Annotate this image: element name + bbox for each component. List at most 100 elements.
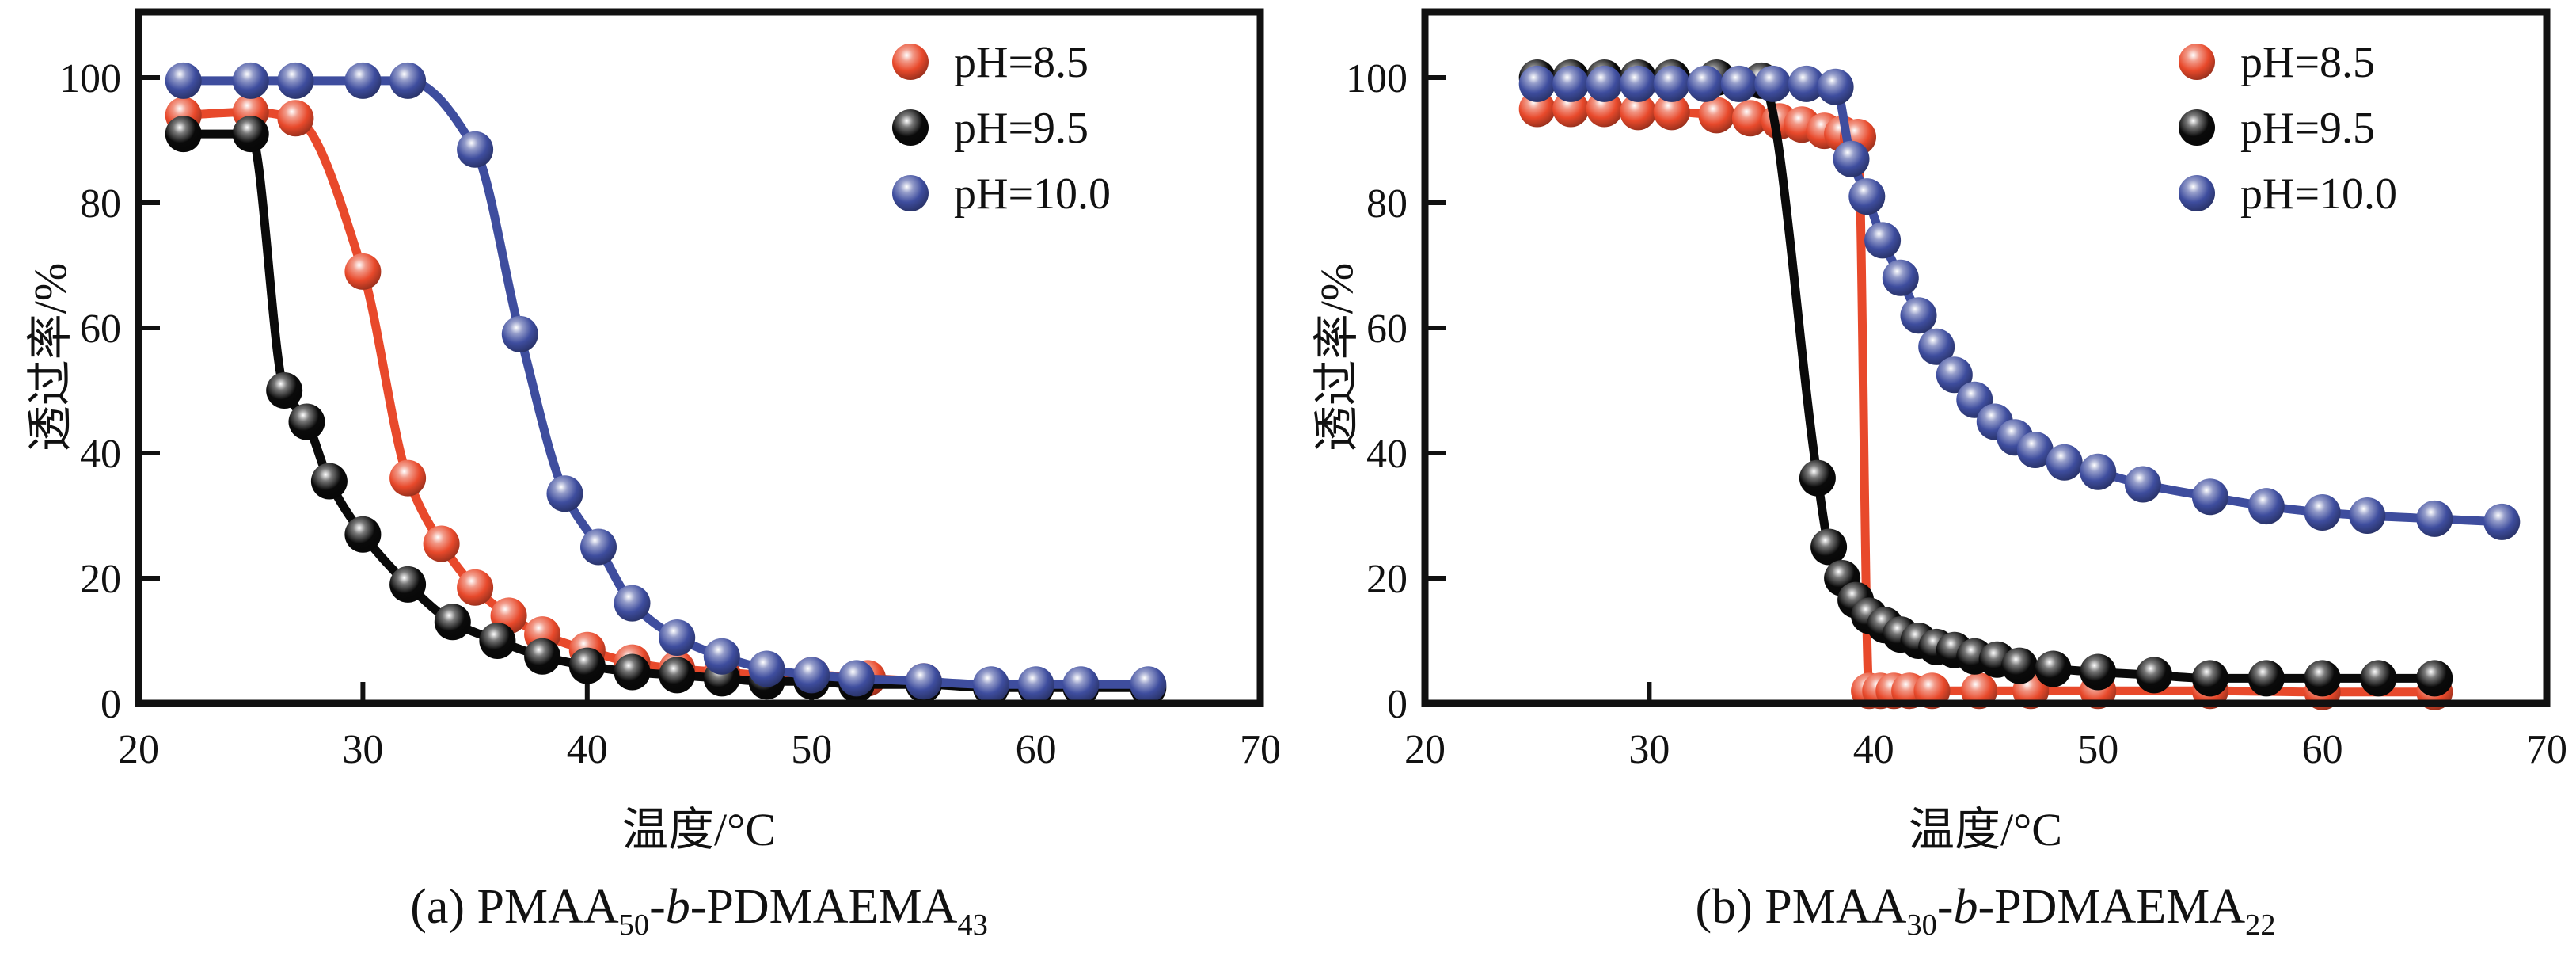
data-point-marker [2136,657,2173,694]
data-point-marker [389,62,427,99]
data-point-marker [2483,503,2521,540]
x-tick-label: 20 [118,727,159,772]
x-tick-label: 40 [1853,727,1894,772]
data-point-marker [266,372,303,409]
data-point-marker [1698,97,1735,134]
x-tick-label: 50 [791,727,832,772]
x-tick-label: 30 [342,727,383,772]
caption-part: b [665,880,690,935]
y-tick-label: 60 [80,307,121,352]
legend-label-ph-9-5: pH=9.5 [954,104,1089,153]
series-ph-9-5-markers [1518,59,2453,697]
y-axis-title-b: 透过率/% [1311,262,1362,452]
data-point-marker [1552,65,1590,102]
data-point-marker [2035,650,2072,687]
data-point-marker [1620,65,1657,102]
series-ph-10-0-markers [165,62,1167,703]
data-point-marker [344,62,382,99]
y-tick-label: 100 [59,56,121,101]
data-point-marker [748,650,785,687]
data-point-marker [2304,660,2341,697]
data-point-marker [2124,466,2161,503]
data-point-marker [972,666,1009,703]
legend-label-ph-10-0: pH=10.0 [2240,169,2397,219]
data-point-marker [277,62,314,99]
caption-part: b [1953,880,1978,935]
legend-label-ph-8-5: pH=8.5 [954,38,1089,87]
data-point-marker [1552,90,1590,128]
x-axis-title-b: 温度/°C [1909,804,2062,855]
data-point-marker [2416,500,2453,537]
caption-part: -PDMAEMA [1978,880,2246,935]
caption-part: - [1936,880,1954,935]
data-point-marker [2080,653,2117,691]
series-ph-9-5-line [1533,73,2439,683]
data-point-marker [1518,65,1556,102]
data-point-marker [1833,140,1870,177]
x-tick-label: 60 [1016,727,1057,772]
x-tick-label: 60 [2302,727,2343,772]
legend-label-ph-8-5: pH=8.5 [2240,38,2375,87]
legend-marker-ph-9-5 [2179,109,2215,146]
panel-caption-b: (b) PMAA30-b-PDMAEMA22 [1695,879,2275,943]
data-point-marker [1620,93,1657,131]
data-point-marker [703,638,740,675]
legend-marker-ph-8-5 [892,44,929,80]
legend-marker-ph-9-5 [892,109,929,146]
data-point-marker [423,525,460,562]
data-point-marker [1799,459,1836,497]
data-point-marker [905,663,942,700]
data-point-marker [1586,65,1623,102]
data-point-marker [1882,259,1919,296]
data-point-marker [1788,65,1825,102]
data-point-marker [2416,660,2453,697]
x-tick-label: 40 [567,727,608,772]
x-tick-label: 50 [2077,727,2118,772]
data-point-marker [546,475,583,512]
data-point-marker [1848,178,1886,215]
data-point-marker [659,619,696,656]
y-tick-label: 60 [1366,307,1408,352]
series-ph-10-0-markers [1518,65,2521,540]
data-point-marker [165,62,202,99]
data-point-marker [457,131,494,168]
y-tick-label: 20 [80,557,121,602]
data-point-marker [2304,494,2341,531]
legend-marker-ph-10-0 [2179,175,2215,211]
data-point-marker [501,315,538,352]
caption-part: 50 [618,908,650,942]
data-point-marker [2001,647,2038,684]
data-point-marker [344,253,382,290]
data-point-marker [288,403,325,440]
data-point-marker [457,569,494,606]
data-point-marker [568,647,606,684]
y-axis-title-a: 透过率/% [25,262,76,452]
data-point-marker [614,653,651,691]
data-point-marker [1918,328,1955,365]
data-point-marker [2080,453,2117,490]
data-point-marker [1687,65,1724,102]
data-point-marker [580,528,617,566]
data-point-marker [2191,478,2228,516]
data-point-marker [1017,666,1054,703]
y-tick-label: 40 [1366,432,1408,477]
data-point-marker [1518,90,1556,128]
x-tick-label: 20 [1404,727,1446,772]
data-point-marker [2349,497,2386,534]
data-point-marker [165,116,202,153]
data-point-marker [389,459,427,497]
x-tick-label: 70 [1240,727,1281,772]
caption-part: (a) PMAA [410,880,619,935]
data-point-marker [2247,660,2285,697]
data-point-marker [2016,432,2054,468]
data-point-marker [2191,660,2228,697]
legend-marker-ph-8-5 [2179,44,2215,80]
caption-part: - [649,880,666,935]
y-tick-label: 0 [101,682,121,727]
y-tick-label: 80 [1366,181,1408,227]
data-point-marker [389,566,427,603]
legend-label-ph-10-0: pH=10.0 [954,169,1111,219]
